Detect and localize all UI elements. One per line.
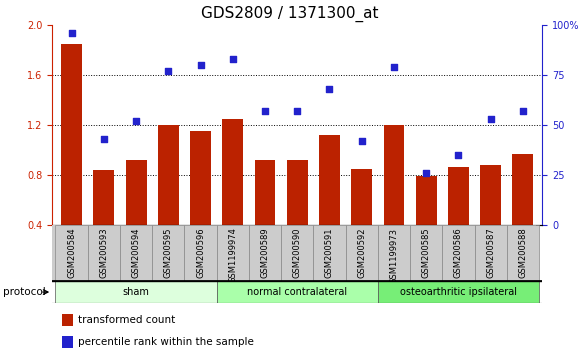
- Bar: [62, 314, 72, 326]
- Text: transformed count: transformed count: [78, 315, 175, 325]
- Text: protocol: protocol: [3, 287, 46, 297]
- Text: GSM200592: GSM200592: [357, 228, 366, 278]
- Text: GSM200590: GSM200590: [293, 228, 302, 278]
- Bar: [480, 165, 501, 225]
- Text: percentile rank within the sample: percentile rank within the sample: [78, 337, 253, 347]
- Bar: [61, 44, 82, 225]
- Bar: [120, 225, 152, 281]
- Text: GSM200591: GSM200591: [325, 228, 334, 278]
- Bar: [93, 170, 114, 225]
- Text: GSM200584: GSM200584: [67, 228, 76, 278]
- Text: GSM200595: GSM200595: [164, 228, 173, 278]
- Text: GSM200593: GSM200593: [99, 228, 108, 278]
- Point: [357, 138, 367, 144]
- Text: GSM200594: GSM200594: [132, 228, 140, 278]
- Bar: [313, 225, 346, 281]
- Bar: [474, 225, 507, 281]
- Bar: [351, 169, 372, 225]
- Point: [196, 62, 205, 68]
- Text: sham: sham: [122, 287, 150, 297]
- Bar: [190, 131, 211, 225]
- Bar: [448, 167, 469, 225]
- Text: GSM1199974: GSM1199974: [229, 228, 237, 284]
- Point: [99, 136, 108, 142]
- Bar: [56, 225, 88, 281]
- Text: GSM200585: GSM200585: [422, 228, 431, 278]
- Text: GSM200588: GSM200588: [519, 228, 527, 278]
- Bar: [152, 225, 184, 281]
- Text: normal contralateral: normal contralateral: [247, 287, 347, 297]
- Bar: [281, 225, 313, 281]
- Bar: [410, 225, 443, 281]
- Bar: [217, 281, 378, 303]
- Text: osteoarthritic ipsilateral: osteoarthritic ipsilateral: [400, 287, 517, 297]
- Bar: [56, 281, 217, 303]
- Point: [486, 116, 495, 122]
- Bar: [319, 135, 340, 225]
- Bar: [249, 225, 281, 281]
- Text: GSM200596: GSM200596: [196, 228, 205, 278]
- Bar: [217, 225, 249, 281]
- Point: [325, 86, 334, 92]
- Bar: [383, 125, 404, 225]
- Bar: [62, 336, 72, 348]
- Point: [260, 108, 270, 114]
- Point: [164, 68, 173, 74]
- Bar: [513, 154, 534, 225]
- Bar: [125, 160, 147, 225]
- Bar: [158, 125, 179, 225]
- Text: GDS2809 / 1371300_at: GDS2809 / 1371300_at: [201, 5, 379, 22]
- Bar: [222, 119, 243, 225]
- Text: GSM200587: GSM200587: [486, 228, 495, 278]
- Point: [422, 170, 431, 176]
- Point: [228, 56, 237, 62]
- Bar: [507, 225, 539, 281]
- Text: GSM200586: GSM200586: [454, 228, 463, 278]
- Bar: [378, 281, 539, 303]
- Bar: [287, 160, 308, 225]
- Point: [292, 108, 302, 114]
- Bar: [88, 225, 120, 281]
- Point: [454, 152, 463, 158]
- Bar: [416, 176, 437, 225]
- Point: [67, 30, 76, 36]
- Bar: [255, 160, 276, 225]
- Text: GSM1199973: GSM1199973: [390, 228, 398, 284]
- Bar: [184, 225, 217, 281]
- Bar: [378, 225, 410, 281]
- Bar: [443, 225, 474, 281]
- Text: GSM200589: GSM200589: [260, 228, 270, 278]
- Point: [132, 118, 141, 124]
- Bar: [346, 225, 378, 281]
- Point: [519, 108, 528, 114]
- Point: [389, 64, 398, 70]
